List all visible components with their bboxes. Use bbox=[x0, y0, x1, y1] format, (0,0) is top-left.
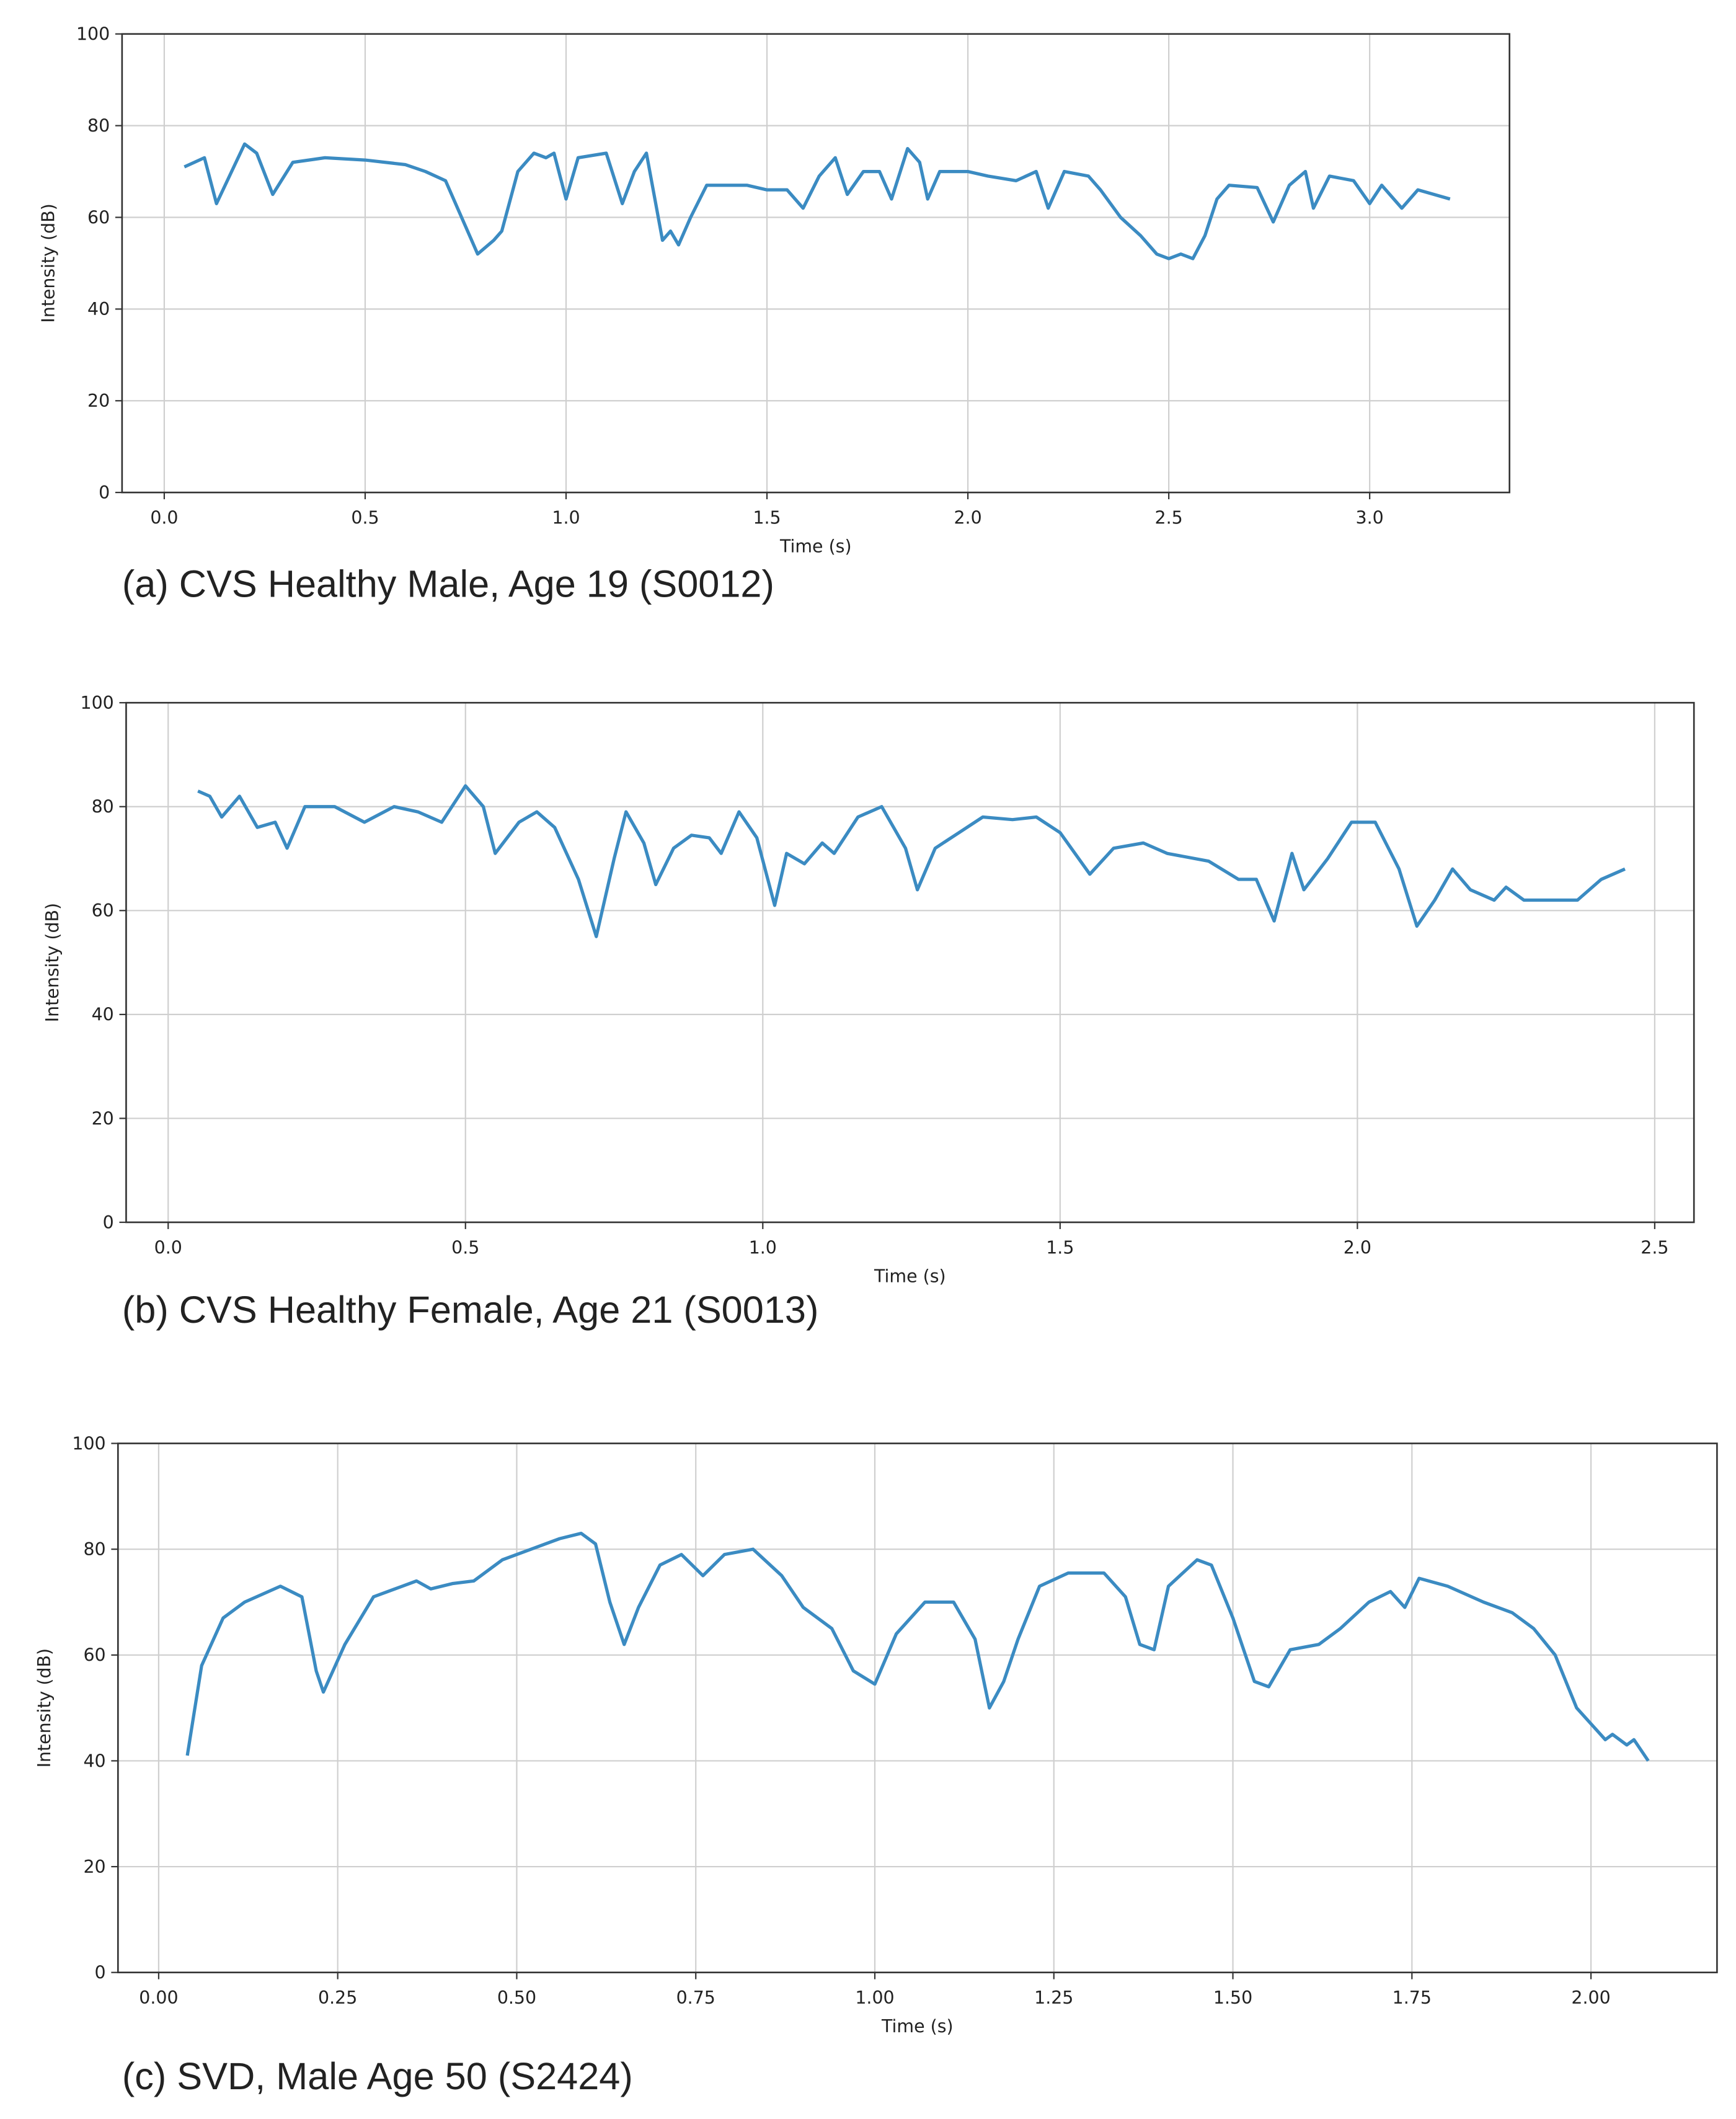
y-tick-label: 100 bbox=[72, 1433, 105, 1454]
x-tick-label: 1.00 bbox=[855, 1988, 894, 2008]
x-tick-label: 2.0 bbox=[954, 507, 981, 528]
x-tick-label: 1.5 bbox=[753, 507, 781, 528]
x-tick-label: 0.50 bbox=[497, 1988, 536, 2008]
x-tick-label: 0.5 bbox=[351, 507, 379, 528]
x-tick-label: 1.75 bbox=[1393, 1988, 1432, 2008]
x-tick-label: 2.5 bbox=[1641, 1237, 1668, 1258]
plot-frame bbox=[125, 701, 1695, 1224]
y-tick-label: 0 bbox=[99, 482, 110, 503]
line bbox=[197, 784, 1626, 938]
y-tick-label: 60 bbox=[92, 900, 114, 921]
plot-frame bbox=[121, 33, 1510, 494]
x-tick-label: 1.0 bbox=[749, 1237, 777, 1258]
x-tick-label: 0.0 bbox=[154, 1237, 182, 1258]
line bbox=[185, 1531, 1650, 1762]
y-tick-label: 60 bbox=[87, 207, 110, 228]
y-axis-label: Intensity (dB) bbox=[42, 903, 63, 1022]
y-tick-label: 80 bbox=[92, 797, 114, 817]
y-tick-label: 80 bbox=[83, 1539, 105, 1560]
x-tick-label: 3.0 bbox=[1356, 507, 1384, 528]
y-tick-label: 40 bbox=[83, 1751, 105, 1771]
x-tick-label: 1.25 bbox=[1034, 1988, 1073, 2008]
y-tick-label: 100 bbox=[81, 693, 114, 713]
x-axis-label: Time (s) bbox=[779, 536, 852, 556]
y-tick-label: 40 bbox=[92, 1005, 114, 1025]
y-tick-label: 20 bbox=[92, 1108, 114, 1129]
x-tick-label: 2.5 bbox=[1155, 507, 1183, 528]
caption: (a) CVS Healthy Male, Age 19 (S0012) bbox=[122, 563, 774, 605]
x-tick-label: 0.00 bbox=[139, 1988, 178, 2008]
x-tick-label: 0.25 bbox=[318, 1988, 357, 2008]
y-tick-label: 100 bbox=[76, 24, 110, 45]
plot-frame bbox=[117, 1442, 1718, 1973]
x-tick-label: 0.75 bbox=[676, 1988, 715, 2008]
y-tick-label: 20 bbox=[83, 1857, 105, 1877]
y-tick-label: 40 bbox=[87, 299, 110, 319]
y-axis-label: Intensity (dB) bbox=[38, 203, 58, 322]
caption: (c) SVD, Male Age 50 (S2424) bbox=[122, 2055, 633, 2097]
y-tick-label: 80 bbox=[87, 115, 110, 136]
y-tick-label: 0 bbox=[103, 1212, 114, 1233]
line bbox=[184, 142, 1451, 260]
x-axis-label: Time (s) bbox=[881, 2016, 954, 2037]
caption: (b) CVS Healthy Female, Age 21 (S0013) bbox=[122, 1289, 818, 1331]
y-axis-label: Intensity (dB) bbox=[34, 1648, 55, 1767]
x-tick-label: 1.50 bbox=[1213, 1988, 1252, 2008]
x-axis-label: Time (s) bbox=[874, 1266, 946, 1286]
x-tick-label: 1.5 bbox=[1046, 1237, 1074, 1258]
x-tick-label: 2.0 bbox=[1344, 1237, 1371, 1258]
y-tick-label: 0 bbox=[95, 1963, 106, 1983]
y-tick-label: 60 bbox=[83, 1645, 105, 1666]
x-tick-label: 0.0 bbox=[150, 507, 178, 528]
y-tick-label: 20 bbox=[87, 391, 110, 411]
x-tick-label: 0.5 bbox=[451, 1237, 479, 1258]
x-tick-label: 2.00 bbox=[1571, 1988, 1610, 2008]
x-tick-label: 1.0 bbox=[552, 507, 580, 528]
